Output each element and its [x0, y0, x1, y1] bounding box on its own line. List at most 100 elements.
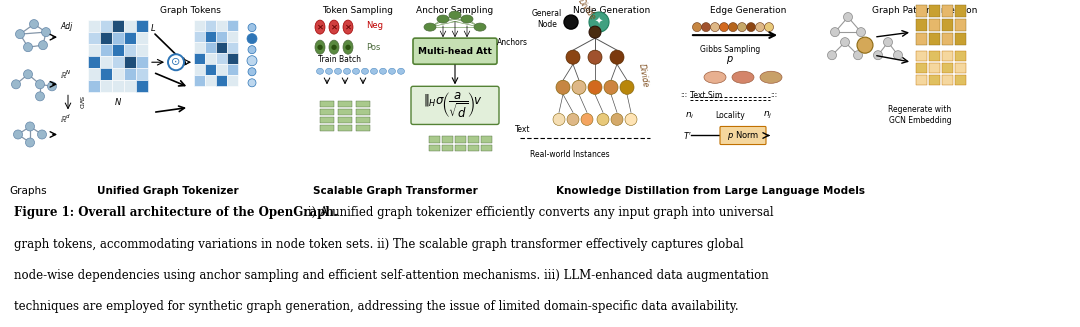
Text: Pos: Pos [366, 43, 380, 52]
Bar [929, 75, 940, 85]
Bar [124, 32, 136, 44]
Text: Regenerate with: Regenerate with [889, 105, 951, 114]
Circle shape [765, 23, 773, 32]
Bar [216, 20, 227, 31]
Circle shape [620, 80, 634, 95]
Bar [320, 101, 334, 107]
Circle shape [36, 80, 44, 89]
Text: $N$: $N$ [114, 96, 122, 107]
Text: SVD: SVD [78, 96, 82, 109]
Bar [481, 145, 492, 150]
Bar [194, 20, 205, 31]
Bar [929, 33, 940, 45]
Text: Graphs: Graphs [10, 186, 46, 196]
Ellipse shape [437, 15, 449, 23]
Bar [942, 33, 953, 45]
Text: ✕: ✕ [330, 23, 337, 32]
Bar [112, 68, 124, 80]
Bar [955, 19, 966, 31]
Circle shape [26, 122, 35, 131]
Text: $T'$: $T'$ [683, 130, 692, 141]
Bar [87, 80, 100, 92]
Bar [112, 32, 124, 44]
Bar [227, 31, 238, 42]
Bar [136, 80, 148, 92]
Circle shape [840, 38, 850, 47]
Circle shape [883, 38, 892, 47]
Bar [136, 68, 148, 80]
Bar [205, 20, 216, 31]
Text: Gibbs Sampling: Gibbs Sampling [700, 45, 760, 54]
FancyBboxPatch shape [411, 86, 499, 125]
Circle shape [24, 70, 32, 79]
Text: Figure 1: Overall architecture of the OpenGraph.: Figure 1: Overall architecture of the Op… [14, 206, 338, 219]
Bar [942, 75, 953, 85]
Circle shape [248, 68, 256, 76]
Circle shape [15, 30, 25, 39]
Text: Train Batch: Train Batch [318, 55, 361, 64]
Text: $n_i$: $n_i$ [685, 110, 694, 121]
Bar [205, 53, 216, 64]
FancyBboxPatch shape [720, 127, 766, 145]
Bar [227, 75, 238, 86]
Bar [916, 51, 927, 61]
Circle shape [738, 23, 746, 32]
Bar [227, 42, 238, 53]
Bar [227, 64, 238, 75]
Bar [356, 126, 370, 131]
Circle shape [702, 23, 711, 32]
Bar [468, 145, 480, 150]
Bar [320, 110, 334, 115]
Ellipse shape [379, 68, 387, 74]
Text: General
Node: General Node [531, 9, 562, 29]
Circle shape [858, 37, 873, 53]
Bar [136, 32, 148, 44]
Bar [356, 101, 370, 107]
Text: Node Generation: Node Generation [573, 6, 650, 15]
Bar [955, 33, 966, 45]
Bar [100, 68, 112, 80]
Bar [338, 126, 352, 131]
Circle shape [556, 80, 570, 95]
Bar [124, 44, 136, 56]
Ellipse shape [343, 40, 353, 54]
Text: $p$: $p$ [726, 54, 734, 66]
Circle shape [248, 46, 256, 54]
Ellipse shape [329, 40, 339, 54]
Bar [87, 56, 100, 68]
Bar [216, 75, 227, 86]
Bar [87, 44, 100, 56]
Text: $L$: $L$ [150, 22, 157, 33]
Circle shape [588, 80, 602, 95]
Text: techniques are employed for synthetic graph generation, addressing the issue of : techniques are employed for synthetic gr… [14, 300, 739, 313]
Text: Adj: Adj [60, 22, 72, 31]
Circle shape [756, 23, 765, 32]
Circle shape [247, 34, 257, 44]
Bar [205, 75, 216, 86]
Bar [320, 126, 334, 131]
Circle shape [566, 50, 580, 64]
FancyBboxPatch shape [413, 38, 497, 64]
Bar [124, 56, 136, 68]
Text: :::: ::: [680, 92, 687, 98]
Bar [955, 75, 966, 85]
Bar [136, 56, 148, 68]
Circle shape [604, 80, 618, 95]
Text: graph tokens, accommodating variations in node token sets. ii) The scalable grap: graph tokens, accommodating variations i… [14, 237, 744, 250]
Bar [929, 19, 940, 31]
Bar [338, 110, 352, 115]
Bar [442, 136, 453, 143]
Text: Edge Generation: Edge Generation [710, 6, 786, 15]
Text: $\mathbb{R}^N$: $\mathbb{R}^N$ [60, 69, 71, 81]
Circle shape [36, 92, 44, 101]
Bar [205, 64, 216, 75]
Text: Locality: Locality [715, 111, 745, 120]
Bar [942, 63, 953, 73]
Bar [205, 31, 216, 42]
Circle shape [248, 24, 256, 32]
Circle shape [589, 12, 609, 32]
Bar [916, 75, 927, 85]
Circle shape [853, 51, 863, 60]
Bar [916, 5, 927, 17]
Circle shape [589, 26, 600, 38]
